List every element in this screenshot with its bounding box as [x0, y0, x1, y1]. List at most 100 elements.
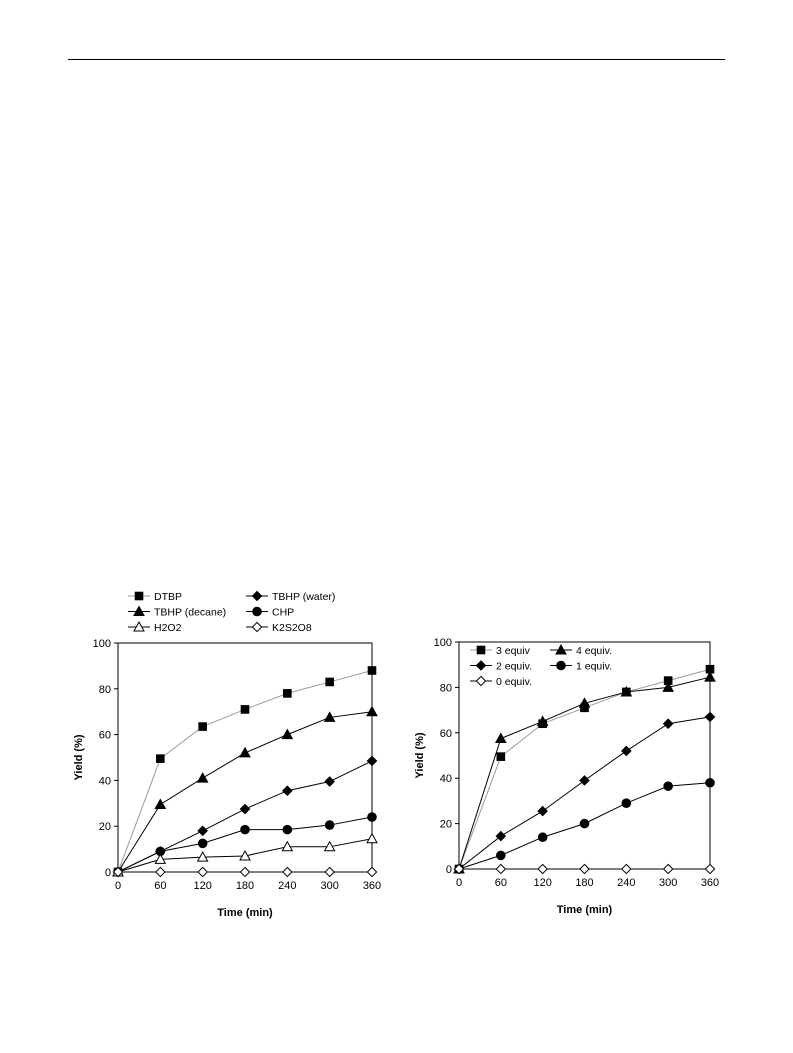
- left-legend-item-tbhp-decane: TBHP (decane): [128, 605, 226, 619]
- right-point-0-equiv: [453, 863, 465, 875]
- right-point-2-equiv: [495, 830, 507, 842]
- left-legend-marker: [133, 605, 145, 616]
- left-point-tbhp-water: [366, 755, 378, 767]
- left-legend-label: CHP: [272, 607, 294, 619]
- right-point-1-equiv: [705, 777, 715, 788]
- right-point-0-equiv: [662, 863, 674, 875]
- right-point-1-equiv: [496, 850, 506, 861]
- right-y-tick-label: 0: [446, 864, 452, 876]
- left-point-chp: [324, 820, 335, 830]
- right-point-1-equiv: [621, 798, 632, 808]
- right-x-axis-title: Time (min): [557, 904, 613, 916]
- right-y-tick-label: 40: [440, 773, 452, 785]
- left-point-dtbp: [325, 677, 334, 687]
- left-x-tick-label: 180: [236, 880, 254, 892]
- left-point-dtbp: [156, 754, 165, 763]
- chart-left-oxidant-comparison: 0 20 40 60 80 100 0 60 120 180 240 300 360 Time (min)…: [73, 590, 381, 919]
- left-x-tick-label: 300: [320, 880, 338, 892]
- left-point-k2s2o8: [112, 866, 124, 878]
- left-y-axis-title: Yield (%): [73, 734, 85, 780]
- left-legend-item-k2s2o8: K2S2O8: [246, 621, 312, 634]
- left-point-dtbp: [240, 705, 250, 714]
- left-point-k2s2o8: [197, 866, 208, 878]
- right-point-4-equiv: [704, 671, 716, 682]
- left-legend-label: TBHP (water): [272, 591, 335, 603]
- left-legend-label: TBHP (decane): [154, 607, 226, 619]
- right-y-tick-label: 20: [440, 819, 452, 831]
- right-x-tick-label: 360: [701, 877, 719, 889]
- right-legend-marker: [556, 660, 566, 671]
- left-y-tick-label: 60: [99, 730, 111, 742]
- right-series-line-2-equiv: [458, 716, 711, 870]
- right-point-4-equiv: [578, 697, 591, 708]
- right-y-tick-label: 60: [440, 728, 452, 740]
- left-point-tbhp-decane: [281, 728, 294, 740]
- left-legend-item-chp: CHP: [246, 607, 294, 619]
- right-legend-label: 1 equiv.: [576, 661, 612, 673]
- left-x-tick-label: 240: [278, 880, 296, 892]
- left-point-chp: [197, 838, 208, 849]
- left-point-dtbp: [367, 666, 377, 675]
- right-legend-label: 0 equiv.: [496, 676, 532, 688]
- right-legend-item-4-equiv: 4 equiv.: [550, 643, 612, 657]
- left-series-line-tbhp-decane: [117, 711, 373, 873]
- left-legend-label: H2O2: [154, 622, 182, 634]
- left-point-k2s2o8: [282, 866, 293, 878]
- right-legend-item-3-equiv: 3 equiv: [470, 645, 531, 657]
- right-legend-label: 3 equiv: [496, 645, 531, 657]
- left-y-tick-label: 0: [105, 867, 111, 879]
- right-y-tick-label: 100: [434, 637, 452, 649]
- right-point-3-equiv: [496, 752, 506, 761]
- left-point-tbhp-water: [197, 825, 208, 837]
- right-x-tick-label: 120: [533, 877, 551, 889]
- right-x-tick-label: 60: [495, 877, 507, 889]
- left-point-tbhp-decane: [366, 705, 378, 717]
- left-point-k2s2o8: [366, 866, 378, 878]
- left-series-line-dtbp: [117, 669, 373, 873]
- left-point-chp: [367, 812, 377, 822]
- right-legend-item-1-equiv: 1 equiv.: [550, 661, 612, 673]
- left-y-tick-label: 20: [99, 821, 111, 833]
- left-x-tick-label: 360: [363, 880, 381, 892]
- left-point-chp: [240, 824, 250, 835]
- left-legend-marker: [252, 606, 262, 617]
- left-x-tick-label: 60: [154, 880, 166, 892]
- right-x-tick-label: 240: [617, 877, 635, 889]
- right-point-2-equiv: [621, 745, 632, 757]
- left-legend-label: DTBP: [154, 591, 182, 603]
- left-legend-item-tbhp-water: TBHP (water): [246, 590, 335, 603]
- right-legend-label: 2 equiv.: [496, 661, 532, 673]
- right-legend-marker: [555, 643, 567, 655]
- left-point-k2s2o8: [155, 866, 166, 878]
- chart-right-equivalents-comparison: 0 20 40 60 80 100 0 60 120 180 240 300 360 Time (min)…: [414, 637, 719, 916]
- left-point-k2s2o8: [239, 866, 251, 878]
- left-x-tick-label: 120: [193, 880, 211, 892]
- left-point-h2o2: [323, 840, 336, 852]
- right-x-tick-label: 0: [456, 877, 462, 889]
- left-point-k2s2o8: [324, 866, 335, 878]
- right-point-0-equiv: [495, 863, 507, 875]
- right-point-0-equiv: [537, 863, 548, 875]
- right-point-2-equiv: [704, 711, 716, 723]
- right-y-tick-label: 80: [440, 682, 452, 694]
- right-point-4-equiv: [494, 732, 507, 743]
- left-point-tbhp-decane: [154, 798, 167, 809]
- right-legend-marker: [476, 645, 486, 655]
- right-point-4-equiv: [662, 681, 675, 692]
- left-point-tbhp-water: [282, 785, 293, 797]
- left-point-h2o2: [196, 851, 209, 862]
- left-legend-label: K2S2O8: [272, 622, 312, 634]
- left-point-h2o2: [366, 832, 378, 844]
- page-header-rule: [68, 59, 725, 60]
- left-point-tbhp-decane: [239, 746, 251, 758]
- right-legend-item-2-equiv: 2 equiv.: [470, 660, 532, 673]
- left-legend-item-dtbp: DTBP: [128, 591, 182, 603]
- left-point-h2o2: [239, 849, 251, 861]
- left-legend-marker: [251, 621, 263, 633]
- left-legend-item-h2o2: H2O2: [128, 620, 182, 634]
- right-x-tick-label: 180: [575, 877, 593, 889]
- left-x-tick-label: 0: [115, 880, 121, 892]
- left-legend-marker: [133, 620, 145, 632]
- left-point-tbhp-water: [324, 776, 335, 787]
